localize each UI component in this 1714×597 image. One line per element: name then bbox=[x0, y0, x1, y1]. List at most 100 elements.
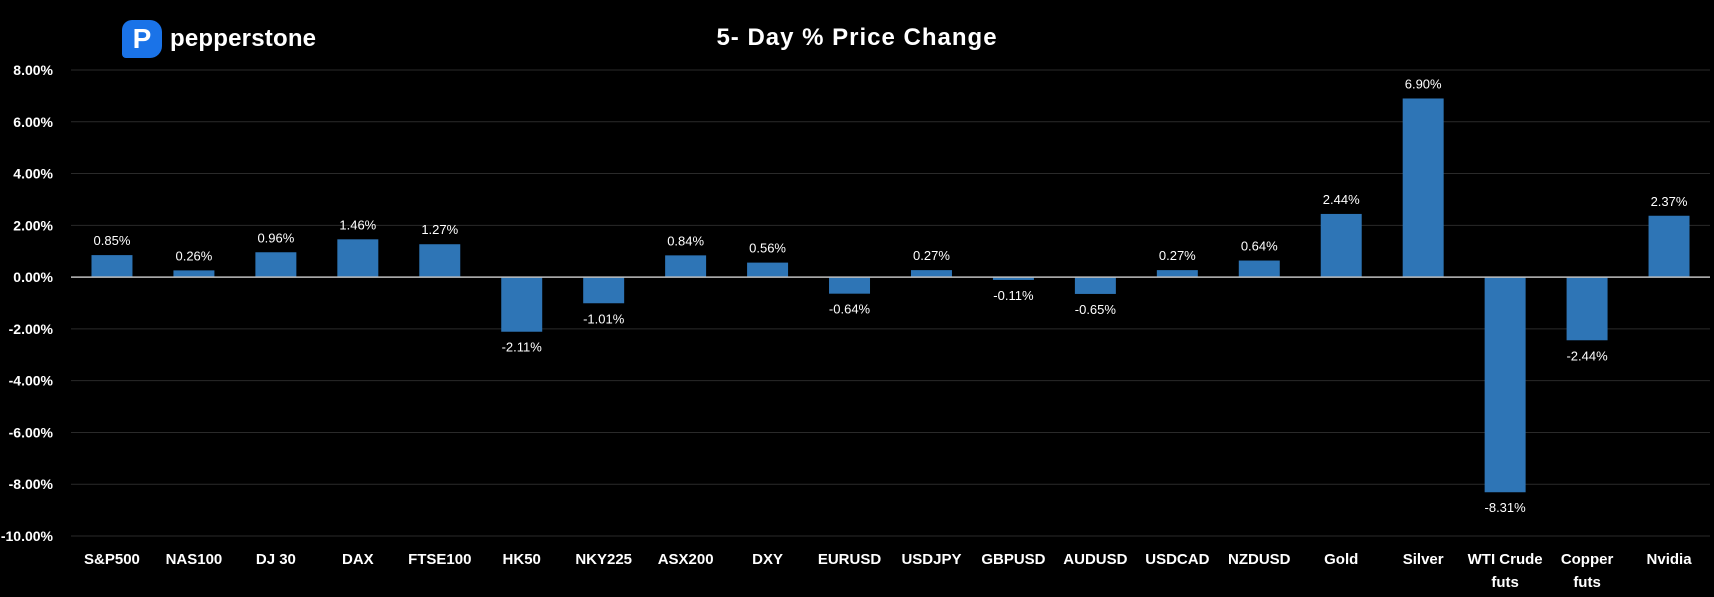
x-tick-label-line: EURUSD bbox=[818, 551, 882, 568]
data-label: -2.44% bbox=[1566, 348, 1608, 363]
x-tick-label-line: futs bbox=[1573, 574, 1601, 591]
x-tick-label: Silver bbox=[1403, 551, 1444, 568]
y-tick-label: -2.00% bbox=[9, 321, 54, 337]
y-tick-label: 0.00% bbox=[13, 269, 53, 285]
x-tick-label-line: Nvidia bbox=[1647, 551, 1693, 568]
y-tick-label: -10.00% bbox=[1, 528, 54, 544]
bar bbox=[665, 255, 707, 278]
x-tick-label-line: DAX bbox=[342, 551, 374, 568]
bar bbox=[1074, 277, 1116, 294]
data-label: 0.26% bbox=[175, 248, 212, 263]
data-label: 0.27% bbox=[1159, 248, 1196, 263]
x-tick-label: Nvidia bbox=[1647, 551, 1693, 568]
data-label: 0.56% bbox=[749, 241, 786, 256]
bar bbox=[1484, 277, 1526, 493]
bar bbox=[829, 277, 871, 294]
bar bbox=[91, 255, 133, 278]
x-tick-label: GBPUSD bbox=[981, 551, 1045, 568]
x-tick-label: S&P500 bbox=[84, 551, 140, 568]
y-axis: 8.00% 6.00% 4.00% 2.00% 0.00% -2.00% -4.00% -6.… bbox=[1, 62, 54, 544]
data-label: 1.46% bbox=[339, 217, 376, 232]
data-label: -0.65% bbox=[1075, 302, 1117, 317]
y-tick-label: 6.00% bbox=[13, 114, 53, 130]
x-tick-label-line: NZDUSD bbox=[1228, 551, 1291, 568]
bars bbox=[91, 98, 1690, 493]
data-label: -1.01% bbox=[583, 311, 625, 326]
x-tick-label: Copper futs bbox=[1561, 551, 1614, 591]
y-tick-label: 4.00% bbox=[13, 166, 53, 182]
data-label: 1.27% bbox=[421, 222, 458, 237]
x-tick-label: WTI Crude futs bbox=[1468, 551, 1543, 591]
x-tick-label-line: GBPUSD bbox=[981, 551, 1045, 568]
bar bbox=[255, 252, 297, 278]
chart-title: 5- Day % Price Change bbox=[716, 24, 998, 51]
x-tick-label-line: DJ 30 bbox=[256, 551, 296, 568]
bar bbox=[1566, 277, 1608, 341]
x-tick-label: NKY225 bbox=[575, 551, 632, 568]
x-tick-label: DAX bbox=[342, 551, 374, 568]
x-tick-label-line: HK50 bbox=[503, 551, 541, 568]
bar bbox=[337, 239, 379, 278]
x-tick-label: HK50 bbox=[503, 551, 541, 568]
data-label: 0.64% bbox=[1241, 239, 1278, 254]
x-tick-label-line: S&P500 bbox=[84, 551, 140, 568]
x-tick-label: ASX200 bbox=[658, 551, 714, 568]
data-label: -8.31% bbox=[1485, 500, 1527, 515]
x-tick-label-line: ASX200 bbox=[658, 551, 714, 568]
bar bbox=[1648, 215, 1690, 278]
data-label: 0.96% bbox=[257, 230, 294, 245]
x-tick-label-line: FTSE100 bbox=[408, 551, 471, 568]
gridlines bbox=[71, 69, 1710, 537]
pepperstone-logo: P pepperstone bbox=[122, 20, 316, 58]
x-tick-label: Gold bbox=[1324, 551, 1358, 568]
x-tick-label: FTSE100 bbox=[408, 551, 471, 568]
bar bbox=[1238, 260, 1280, 278]
data-label: 6.90% bbox=[1405, 76, 1442, 91]
x-tick-label: DJ 30 bbox=[256, 551, 296, 568]
x-tick-label-line: NKY225 bbox=[575, 551, 632, 568]
y-tick-label: 2.00% bbox=[13, 217, 53, 233]
bar bbox=[1402, 98, 1444, 278]
bar bbox=[992, 277, 1034, 280]
bar bbox=[419, 244, 461, 278]
bar bbox=[1156, 270, 1198, 278]
x-tick-label: EURUSD bbox=[818, 551, 882, 568]
x-tick-label: DXY bbox=[752, 551, 783, 568]
x-tick-label-line: Gold bbox=[1324, 551, 1358, 568]
data-label: 2.37% bbox=[1651, 194, 1688, 209]
x-tick-label: USDJPY bbox=[901, 551, 961, 568]
bar bbox=[747, 262, 789, 278]
data-label: 0.85% bbox=[94, 233, 131, 248]
x-axis: S&P500 NAS100 DJ 30 DAX FTSE100 HK50 NKY225 ASX… bbox=[84, 551, 1692, 591]
x-tick-label-line: Copper bbox=[1561, 551, 1614, 568]
y-tick-label: -4.00% bbox=[9, 373, 54, 389]
data-label: 0.27% bbox=[913, 248, 950, 263]
bar bbox=[583, 277, 625, 304]
y-tick-label: -6.00% bbox=[9, 424, 54, 440]
x-tick-label-line: Silver bbox=[1403, 551, 1444, 568]
x-tick-label: AUDUSD bbox=[1063, 551, 1127, 568]
data-label: 2.44% bbox=[1323, 192, 1360, 207]
x-tick-label-line: USDCAD bbox=[1145, 551, 1209, 568]
data-label: -2.11% bbox=[502, 340, 543, 355]
bar bbox=[501, 277, 543, 332]
data-label: 0.84% bbox=[667, 233, 704, 248]
logo-badge-icon: P bbox=[122, 20, 162, 58]
x-tick-label: USDCAD bbox=[1145, 551, 1209, 568]
bar bbox=[1320, 213, 1362, 278]
x-tick-label-line: AUDUSD bbox=[1063, 551, 1127, 568]
y-tick-label: 8.00% bbox=[13, 62, 53, 78]
data-label: -0.11% bbox=[993, 288, 1034, 303]
x-tick-label-line: WTI Crude bbox=[1468, 551, 1543, 568]
logo-wordmark: pepperstone bbox=[170, 25, 317, 52]
y-tick-label: -8.00% bbox=[9, 476, 54, 492]
bar bbox=[910, 270, 952, 278]
x-tick-label: NZDUSD bbox=[1228, 551, 1291, 568]
x-tick-label-line: NAS100 bbox=[166, 551, 223, 568]
data-label: -0.64% bbox=[829, 302, 871, 317]
data-labels: 0.85% 0.26% 0.96% 1.46% 1.27% -2.11% -1.01% 0.8… bbox=[94, 76, 1688, 515]
x-tick-label-line: USDJPY bbox=[901, 551, 961, 568]
logo-letter: P bbox=[132, 23, 152, 54]
x-tick-label-line: DXY bbox=[752, 551, 783, 568]
x-tick-label-line: futs bbox=[1491, 574, 1519, 591]
